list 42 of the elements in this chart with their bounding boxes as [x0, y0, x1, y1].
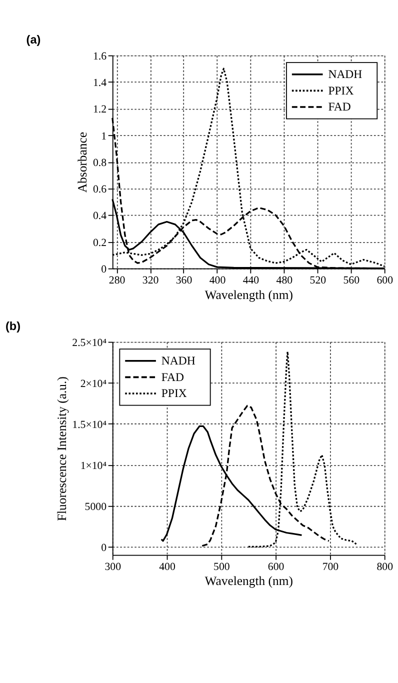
x-axis-title: Wavelength (nm)	[204, 288, 293, 302]
legend-label: FAD	[161, 370, 185, 384]
y-tick-label: 0.8	[92, 156, 108, 169]
x-tick-label: 360	[176, 274, 193, 286]
x-axis-title: Wavelength (nm)	[204, 574, 293, 588]
x-tick-label: 280	[108, 274, 126, 286]
y-tick-label: 1	[101, 130, 107, 142]
y-tick-label: 2.5×10⁴	[72, 336, 107, 349]
y-tick-label: 0.4	[92, 210, 108, 222]
x-tick-label: 700	[322, 560, 340, 573]
y-tick-label: 5000	[84, 500, 108, 513]
text: (b)	[5, 320, 21, 334]
x-tick-label: 520	[310, 274, 327, 286]
y-tick-label: 1.6	[92, 50, 108, 62]
y-tick-label: 0	[101, 263, 108, 276]
y-axis-title: Fluorescence Intensity (a.u.)	[54, 376, 69, 522]
y-tick-label: 0.2	[92, 236, 107, 249]
x-tick-label: 480	[276, 274, 294, 286]
legend-label: PPIX	[328, 84, 354, 98]
x-tick-label: 600	[268, 560, 285, 573]
y-tick-label: 1.5×10⁴	[72, 418, 107, 431]
x-tick-label: 400	[159, 560, 176, 573]
x-tick-label: 300	[104, 560, 122, 573]
y-axis-title: Absorbance	[76, 132, 90, 193]
y-tick-label: 1×10⁴	[80, 460, 107, 472]
x-tick-label: 440	[242, 274, 260, 286]
chart-title: (a)	[26, 34, 41, 47]
legend-label: FAD	[328, 100, 352, 114]
x-tick-label: 800	[376, 560, 394, 573]
y-tick-label: 1.4	[92, 77, 108, 90]
y-tick-label: 2×10⁴	[80, 378, 107, 390]
x-tick-label: 500	[214, 560, 230, 573]
x-tick-label: 560	[343, 274, 360, 286]
legend-label: NADH	[328, 68, 363, 81]
x-tick-label: 400	[209, 274, 226, 286]
y-tick-label: 1.2	[92, 104, 107, 116]
x-tick-label: 320	[142, 274, 160, 286]
legend-label: NADH	[161, 354, 196, 368]
y-tick-label: 0.6	[92, 184, 108, 196]
legend-label: PPIX	[161, 387, 188, 400]
x-tick-label: 600	[376, 274, 394, 286]
y-tick-label: 0	[101, 542, 108, 554]
